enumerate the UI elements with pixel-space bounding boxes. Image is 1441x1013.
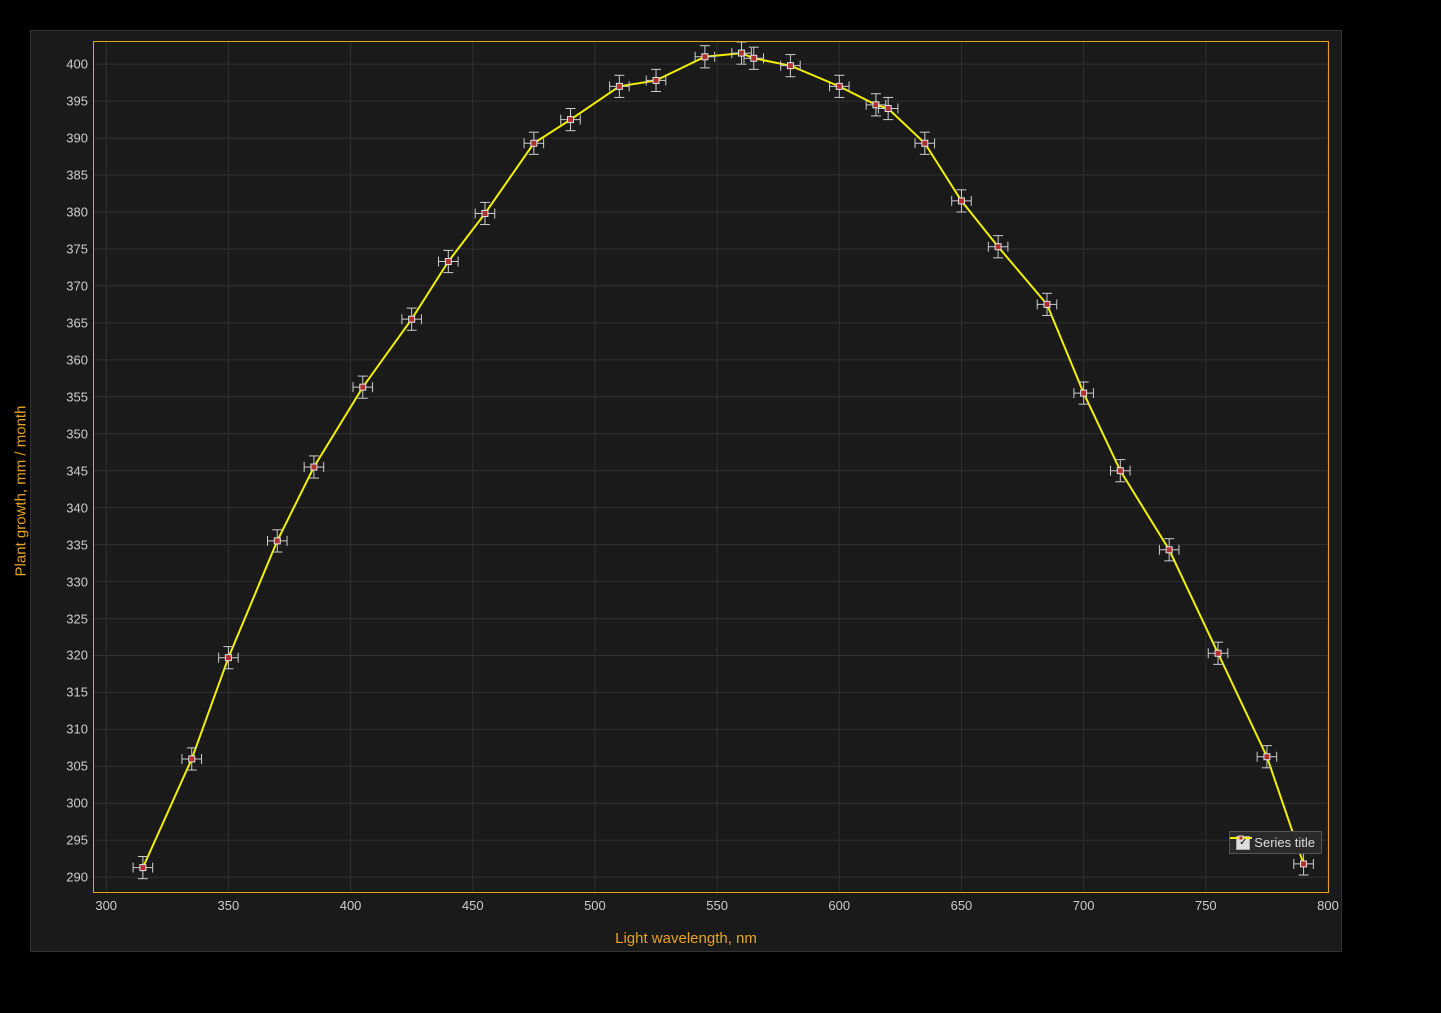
x-tick-label: 750	[1195, 898, 1217, 913]
data-marker	[1301, 861, 1307, 867]
y-tick-label: 395	[66, 94, 88, 109]
chart-frame: Plant growth, mm / month Light wavelengt…	[30, 30, 1342, 952]
data-marker	[1264, 754, 1270, 760]
data-marker	[922, 140, 928, 146]
data-marker	[1215, 650, 1221, 656]
y-tick-label: 365	[66, 315, 88, 330]
data-marker	[567, 117, 573, 123]
data-marker	[445, 259, 451, 265]
y-tick-label: 310	[66, 722, 88, 737]
data-marker	[225, 655, 231, 661]
x-tick-label: 600	[828, 898, 850, 913]
x-tick-label: 400	[340, 898, 362, 913]
data-marker	[274, 538, 280, 544]
data-marker	[653, 77, 659, 83]
y-axis-label: Plant growth, mm / month	[13, 406, 30, 577]
x-tick-label: 800	[1317, 898, 1339, 913]
data-marker	[958, 198, 964, 204]
plot-area[interactable]: ✓ Series title 3003504004505005506006507…	[93, 41, 1329, 893]
y-tick-label: 300	[66, 796, 88, 811]
data-marker	[189, 756, 195, 762]
data-marker	[409, 316, 415, 322]
data-marker	[1166, 547, 1172, 553]
legend-label: Series title	[1254, 835, 1315, 850]
data-marker	[787, 63, 793, 69]
y-tick-label: 360	[66, 352, 88, 367]
data-marker	[995, 244, 1001, 250]
x-tick-label: 350	[218, 898, 240, 913]
y-tick-label: 335	[66, 537, 88, 552]
chart-svg	[94, 42, 1328, 892]
y-tick-label: 370	[66, 278, 88, 293]
data-marker	[1117, 468, 1123, 474]
y-tick-label: 385	[66, 168, 88, 183]
y-tick-label: 325	[66, 611, 88, 626]
x-axis-label: Light wavelength, nm	[615, 930, 757, 947]
x-tick-label: 650	[951, 898, 973, 913]
y-tick-label: 315	[66, 685, 88, 700]
legend-swatch	[1230, 832, 1252, 844]
y-tick-label: 400	[66, 57, 88, 72]
y-tick-label: 390	[66, 131, 88, 146]
x-tick-label: 450	[462, 898, 484, 913]
legend[interactable]: ✓ Series title	[1229, 831, 1322, 854]
data-marker	[482, 210, 488, 216]
y-tick-label: 355	[66, 389, 88, 404]
y-tick-label: 380	[66, 205, 88, 220]
y-tick-label: 320	[66, 648, 88, 663]
data-marker	[311, 464, 317, 470]
x-tick-label: 700	[1073, 898, 1095, 913]
x-tick-label: 300	[95, 898, 117, 913]
x-tick-label: 550	[706, 898, 728, 913]
data-marker	[751, 55, 757, 61]
data-marker	[885, 106, 891, 112]
data-marker	[1044, 301, 1050, 307]
data-marker	[836, 83, 842, 89]
data-marker	[702, 54, 708, 60]
y-tick-label: 375	[66, 241, 88, 256]
y-tick-label: 330	[66, 574, 88, 589]
data-marker	[531, 140, 537, 146]
y-tick-label: 295	[66, 833, 88, 848]
data-marker	[616, 83, 622, 89]
data-marker	[1081, 390, 1087, 396]
data-marker	[140, 865, 146, 871]
y-tick-label: 340	[66, 500, 88, 515]
y-tick-label: 290	[66, 870, 88, 885]
y-tick-label: 305	[66, 759, 88, 774]
data-marker	[360, 384, 366, 390]
y-tick-label: 350	[66, 426, 88, 441]
y-tick-label: 345	[66, 463, 88, 478]
x-tick-label: 500	[584, 898, 606, 913]
